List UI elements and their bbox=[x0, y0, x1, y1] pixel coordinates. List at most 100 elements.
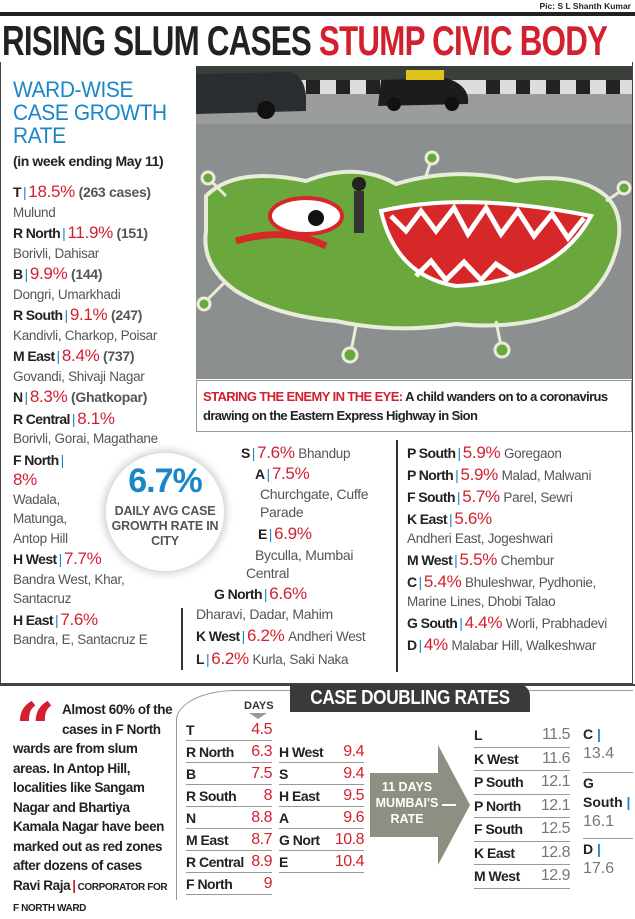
ward-name: F North bbox=[13, 451, 59, 468]
separator: | bbox=[54, 611, 59, 628]
ward-name: P South bbox=[474, 774, 524, 791]
ward-entry-e: E | 6.9% bbox=[258, 524, 312, 543]
mumbai-rate-label: 11 DAYS MUMBAI'S RATE bbox=[375, 780, 439, 826]
ward-name: L bbox=[196, 651, 205, 667]
ward-entry-n: N | 8.3% (Ghatkopar) bbox=[13, 388, 191, 408]
ward-name: D bbox=[583, 841, 594, 857]
doubling-entry-d: D | 17.6 bbox=[583, 841, 615, 877]
photo-caption: STARING THE ENEMY IN THE EYE: A child wa… bbox=[196, 380, 632, 432]
doubling-row-k-east: K East 12.8 bbox=[474, 842, 571, 865]
ward-name: R Central bbox=[186, 853, 244, 870]
photo-coronavirus-drawing bbox=[196, 66, 632, 379]
separator: | bbox=[22, 184, 27, 200]
doubling-days: 13.4 bbox=[583, 745, 615, 762]
ward-name: K East bbox=[474, 844, 515, 861]
doubling-row-f-south: F South 12.5 bbox=[474, 818, 571, 842]
ward-pct: 8.4% bbox=[61, 346, 100, 365]
ward-name: H West bbox=[279, 743, 324, 760]
doubling-row-e: E 10.4 bbox=[279, 851, 365, 873]
pull-quote: “ Almost 60% of the cases in F North war… bbox=[13, 700, 173, 914]
ward-name: M West bbox=[407, 552, 453, 568]
ward-localities: Kandivli, Charkop, Poisar bbox=[13, 327, 158, 343]
separator: | bbox=[457, 445, 461, 461]
ward-pct: 6.2% bbox=[246, 626, 285, 645]
city-average-badge: 6.7% DAILY AVG CASE GROWTH RATE IN CITY bbox=[106, 453, 224, 571]
ward-entry-r-central: R Central | 8.1% Borivli, Gorai, Magathane bbox=[13, 410, 191, 449]
ward-name: P North bbox=[407, 467, 454, 483]
ward-name: H East bbox=[279, 787, 320, 804]
ward-entry-l: L | 6.2% Kurla, Saki Naka bbox=[196, 649, 349, 668]
ward-pct: 6.9% bbox=[274, 524, 312, 543]
ward-name: K East bbox=[407, 511, 448, 527]
ward-localities: Bandra West, Khar, Santacruz bbox=[13, 571, 125, 607]
ward-pct: 6.2% bbox=[211, 649, 249, 668]
quote-text: F North wards are from slum areas. In An… bbox=[13, 721, 165, 874]
separator: | bbox=[24, 266, 29, 282]
ward-pct: 8% bbox=[13, 470, 37, 489]
ward-case-count: (263 cases) bbox=[78, 184, 152, 200]
doubling-days: 11.6 bbox=[542, 749, 570, 767]
ward-name: P North bbox=[474, 797, 521, 814]
ward-localities: Malad, Malwani bbox=[501, 468, 592, 483]
quote-text-first: Almost 60% of the cases in bbox=[62, 702, 173, 737]
doubling-row-p-south: P South 12.1 bbox=[474, 771, 571, 795]
caption-text: A child wanders on to a coronavirus draw… bbox=[203, 389, 608, 423]
ward-entry-t: T | 18.5% (263 cases) Mulund bbox=[13, 183, 191, 222]
ward-case-count: (151) bbox=[116, 225, 148, 241]
doubling-days: 9.6 bbox=[343, 808, 364, 826]
ward-name: L bbox=[474, 727, 483, 744]
separator: | bbox=[456, 489, 461, 505]
city-average-label: DAILY AVG CASE GROWTH RATE IN CITY bbox=[111, 504, 219, 548]
ward-entry-r-south: R South | 9.1% (247) Kandivli, Charkop, Poi… bbox=[13, 306, 191, 345]
mumbai-rate-arrow-icon bbox=[370, 745, 470, 865]
ward-localities: Govandi, Shivaji Nagar bbox=[13, 368, 145, 384]
ward-localities: Worli, Prabhadevi bbox=[505, 616, 608, 631]
separator: | bbox=[58, 551, 63, 567]
ward-localities: Andheri East, Jogeshwari bbox=[407, 531, 553, 546]
doubling-row-s: S 9.4 bbox=[279, 763, 364, 785]
separator: | bbox=[71, 410, 76, 427]
ward-entry-m-west: M West | 5.5% Chembur bbox=[407, 551, 631, 570]
ward-entry-g-south: G South | 4.4% Worli, Prabhadevi bbox=[407, 614, 631, 633]
days-label: DAYS bbox=[244, 700, 274, 712]
doubling-row-m-west: M West 12.9 bbox=[474, 865, 571, 889]
doubling-days: 8.8 bbox=[251, 808, 272, 826]
ward-pct: 5.5% bbox=[459, 550, 498, 569]
ward-name: C bbox=[407, 574, 417, 590]
doubling-row-h-east: H East 9.5 bbox=[279, 785, 364, 807]
doubling-col-1: T 4.5 R North 6.3 B 7.5 R South 8 N 8.8 M East 8.7 R… bbox=[186, 719, 273, 895]
ward-name: C bbox=[583, 726, 594, 742]
doubling-row-g-nort: G Nort 10.8 bbox=[279, 829, 365, 851]
ward-pct: 6.6% bbox=[269, 584, 307, 603]
ward-entry-m-east: M East | 8.4% (737) Govandi, Shivaji Nagar bbox=[13, 347, 191, 386]
ward-pct: 9.1% bbox=[69, 305, 108, 324]
ward-entry-p-south: P South | 5.9% Goregaon bbox=[407, 444, 631, 463]
ward-name: G North bbox=[214, 586, 263, 602]
doubling-entry-c: C | 13.4 bbox=[583, 726, 615, 762]
doubling-row-l: L 11.5 bbox=[474, 724, 570, 748]
doubling-days: 12.1 bbox=[540, 773, 571, 791]
doubling-days: 12.8 bbox=[540, 843, 571, 861]
doubling-days: 10.8 bbox=[334, 830, 365, 848]
doubling-col-3: L 11.5 K West 11.6 P South 12.1 P North 12.1 F S… bbox=[474, 724, 571, 889]
ward-case-count: (247) bbox=[110, 307, 143, 323]
separator: | bbox=[418, 637, 423, 653]
ward-growth-list: T | 18.5% (263 cases) Mulund R North | 11.9% (… bbox=[13, 183, 191, 650]
ward-name: N bbox=[13, 389, 23, 405]
ward-name: G Nort bbox=[279, 831, 320, 848]
doubling-days: 11.5 bbox=[542, 726, 570, 744]
ward-case-count: (144) bbox=[71, 266, 103, 282]
caption-lead: STARING THE ENEMY IN THE EYE: bbox=[203, 389, 403, 404]
ward-name: S bbox=[241, 445, 250, 461]
ward-localities: Dongri, Umarkhadi bbox=[13, 286, 121, 302]
doubling-days: 17.6 bbox=[583, 860, 615, 877]
doubling-days: 12.9 bbox=[540, 867, 571, 885]
ward-name: R North bbox=[13, 225, 61, 241]
doubling-row-t: T 4.5 bbox=[186, 719, 272, 741]
ward-name: P South bbox=[407, 445, 456, 461]
headline: RISING SLUM CASES STUMP CIVIC BODY bbox=[2, 18, 608, 64]
ward-name: F South bbox=[474, 821, 523, 838]
ward-localities: Borivli, Gorai, Magathane bbox=[13, 431, 158, 446]
ward-localities: Byculla, Mumbai Central bbox=[246, 547, 354, 581]
ward-pct: 7.6% bbox=[60, 609, 98, 629]
